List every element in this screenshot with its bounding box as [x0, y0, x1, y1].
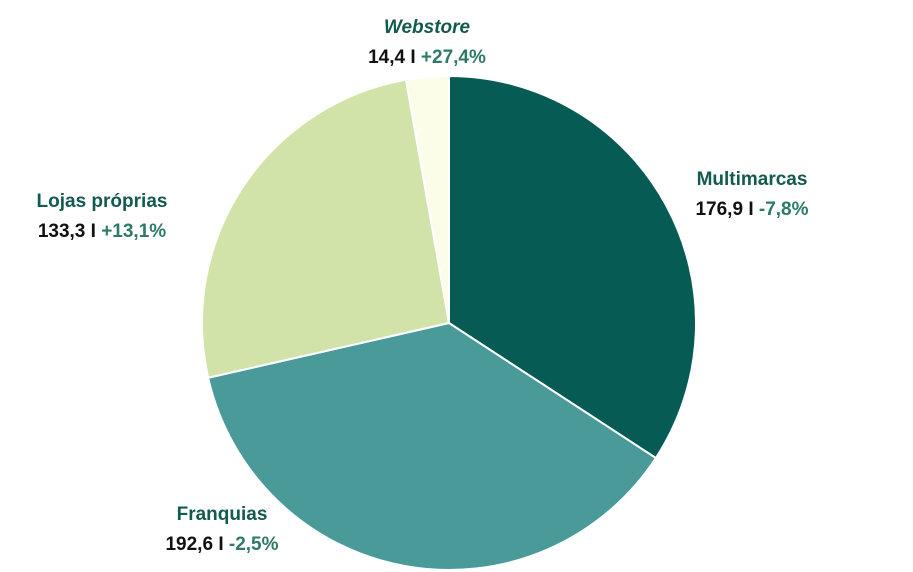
separator: I	[91, 221, 96, 242]
value: 14,4	[368, 47, 405, 68]
slice-value-label: 176,9 I -7,8%	[695, 199, 808, 220]
change: -2,5%	[229, 534, 279, 555]
slice-name: Multimarcas	[697, 169, 808, 190]
slice-value-label: 14,4 I +27,4%	[368, 47, 486, 68]
pie-slice	[206, 321, 658, 571]
slice-name: Lojas próprias	[37, 191, 168, 212]
slice-value-label: 133,3 I +13,1%	[38, 221, 166, 242]
value: 192,6	[165, 534, 213, 555]
separator: I	[748, 199, 753, 220]
pie-slice	[404, 74, 450, 324]
change: +27,4%	[421, 47, 486, 68]
value: 133,3	[38, 221, 86, 242]
slice-name: Webstore	[384, 17, 471, 38]
slice-name: Franquias	[177, 504, 268, 525]
separator: I	[218, 534, 223, 555]
value: 176,9	[695, 199, 743, 220]
change: -7,8%	[759, 199, 809, 220]
slice-value-label: 192,6 I -2,5%	[165, 534, 278, 555]
separator: I	[410, 47, 415, 68]
change: +13,1%	[101, 221, 166, 242]
pie-slice	[201, 78, 451, 379]
